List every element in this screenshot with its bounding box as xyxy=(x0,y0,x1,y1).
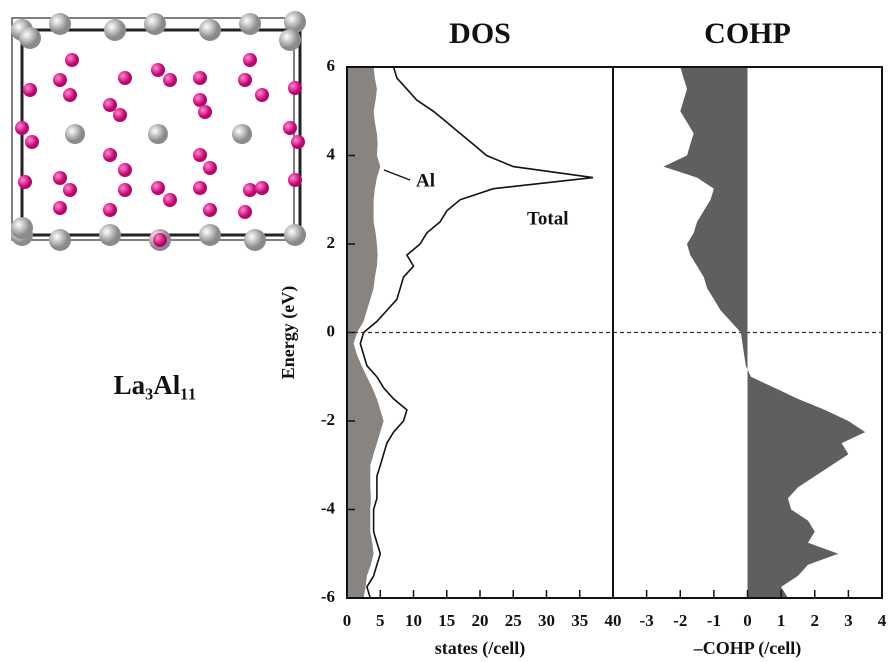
al-atom xyxy=(153,233,167,247)
al-atom xyxy=(151,63,165,77)
la-atom xyxy=(11,217,33,239)
al-atom xyxy=(243,53,257,67)
al-atom xyxy=(23,83,37,97)
al-atom xyxy=(193,71,207,85)
al-atom xyxy=(65,53,79,67)
al-atom xyxy=(238,205,252,219)
x-tick-label: 1 xyxy=(777,611,786,630)
al-atom xyxy=(63,183,77,197)
x-tick-label: -2 xyxy=(673,611,687,630)
al-atom xyxy=(113,108,127,122)
panel-title: DOS xyxy=(449,17,511,50)
al-atom xyxy=(151,181,165,195)
y-tick-label: 2 xyxy=(327,233,336,252)
x-tick-label: 35 xyxy=(571,611,588,630)
x-tick-label: -3 xyxy=(640,611,654,630)
al-atom xyxy=(15,121,29,135)
al-atom xyxy=(53,171,67,185)
la-atom xyxy=(49,229,71,251)
x-tick-label: 30 xyxy=(538,611,555,630)
x-tick-label: 25 xyxy=(505,611,522,630)
leader-line xyxy=(384,170,410,180)
al-atom xyxy=(255,181,269,195)
la-atom xyxy=(99,224,121,246)
y-tick-label: -6 xyxy=(321,587,335,606)
series-label: Total xyxy=(527,208,569,229)
la-atom xyxy=(239,13,261,35)
y-axis-label: Energy (eV) xyxy=(278,286,299,379)
x-tick-label: 10 xyxy=(405,611,422,630)
la-atom xyxy=(49,13,71,35)
figure: La₃Al₁₁ DOS states (/cell) Energy (eV) -6 -4… xyxy=(0,0,889,662)
al-atom xyxy=(103,203,117,217)
la-atom xyxy=(148,124,168,144)
al-atom xyxy=(118,183,132,197)
x-tick-label: 0 xyxy=(343,611,352,630)
crystal-structure xyxy=(11,11,306,251)
al-atom xyxy=(203,203,217,217)
la-atom xyxy=(279,29,301,51)
al-atom xyxy=(291,135,305,149)
y-tick-label: -2 xyxy=(321,410,335,429)
la-atom xyxy=(199,224,221,246)
x-tick-label: 3 xyxy=(844,611,853,630)
al-atom xyxy=(193,93,207,107)
y-tick-label: 0 xyxy=(327,321,336,340)
x-tick-label: 15 xyxy=(438,611,455,630)
x-tick-label: -1 xyxy=(707,611,721,630)
la-atom xyxy=(232,124,252,144)
al-atom xyxy=(193,148,207,162)
x-tick-label: 0 xyxy=(743,611,752,630)
al-atom xyxy=(288,81,302,95)
al-atom xyxy=(243,183,257,197)
panel-title: COHP xyxy=(704,17,791,50)
al-atom xyxy=(198,105,212,119)
al-atom xyxy=(255,88,269,102)
la-atom xyxy=(65,124,85,144)
al-atom xyxy=(163,193,177,207)
al-atom xyxy=(283,121,297,135)
al-atom xyxy=(53,73,67,87)
la-atom xyxy=(144,13,166,35)
y-tick-label: -4 xyxy=(321,498,336,517)
al-atom xyxy=(103,98,117,112)
x-tick-label: 40 xyxy=(605,611,622,630)
al-atom xyxy=(118,71,132,85)
al-atom xyxy=(238,73,252,87)
x-tick-label: 20 xyxy=(472,611,489,630)
la-atom xyxy=(284,224,306,246)
al-atom xyxy=(25,135,39,149)
x-tick-label: 5 xyxy=(376,611,385,630)
la-atom xyxy=(19,27,41,49)
la-atom xyxy=(244,229,266,251)
x-tick-label: 2 xyxy=(811,611,820,630)
la-atom xyxy=(199,19,221,41)
al-atom xyxy=(18,175,32,189)
al-atom xyxy=(288,173,302,187)
x-axis-label: states (/cell) xyxy=(435,638,525,659)
al-atom xyxy=(163,73,177,87)
al-atom xyxy=(103,148,117,162)
al-atom xyxy=(203,161,217,175)
al-atom xyxy=(193,181,207,195)
x-axis-label: –COHP (/cell) xyxy=(693,638,801,659)
series-label: Al xyxy=(416,170,435,191)
compound-label: La₃Al₁₁ xyxy=(114,370,197,400)
x-tick-label: 4 xyxy=(878,611,887,630)
y-tick-label: 6 xyxy=(327,56,336,75)
la-atom xyxy=(104,19,126,41)
al-atom xyxy=(53,201,67,215)
y-tick-label: 4 xyxy=(327,144,336,163)
al-atom xyxy=(63,88,77,102)
al-atom xyxy=(118,163,132,177)
